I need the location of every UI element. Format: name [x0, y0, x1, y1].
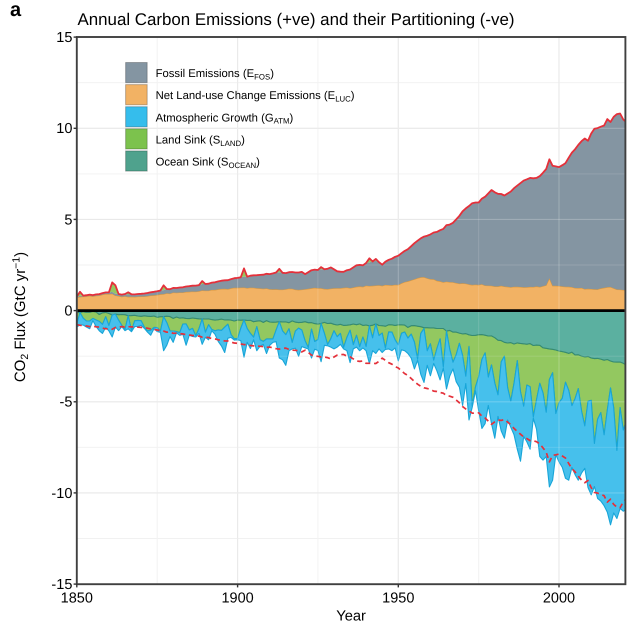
- svg-text:1850: 1850: [61, 591, 93, 607]
- svg-text:2000: 2000: [543, 591, 575, 607]
- svg-text:1950: 1950: [382, 591, 414, 607]
- svg-text:CO2 Flux (GtC yr−1): CO2 Flux (GtC yr−1): [11, 252, 32, 382]
- svg-text:Fossil Emissions (EFOS): Fossil Emissions (EFOS): [156, 68, 275, 81]
- svg-text:Atmospheric Growth (GATM): Atmospheric Growth (GATM): [156, 112, 294, 125]
- svg-text:1900: 1900: [221, 591, 253, 607]
- svg-text:15: 15: [56, 30, 72, 46]
- svg-text:-10: -10: [51, 486, 72, 502]
- svg-text:0: 0: [64, 304, 72, 320]
- svg-text:10: 10: [56, 121, 72, 137]
- svg-text:-5: -5: [59, 395, 72, 411]
- svg-text:5: 5: [64, 212, 72, 228]
- svg-text:Year: Year: [336, 609, 366, 625]
- svg-text:-15: -15: [51, 577, 72, 593]
- svg-text:a: a: [10, 0, 22, 21]
- svg-text:Net Land-use Change Emissions: Net Land-use Change Emissions (ELUC): [156, 90, 355, 103]
- svg-text:Annual Carbon Emissions (+ve): Annual Carbon Emissions (+ve) and their …: [78, 10, 515, 29]
